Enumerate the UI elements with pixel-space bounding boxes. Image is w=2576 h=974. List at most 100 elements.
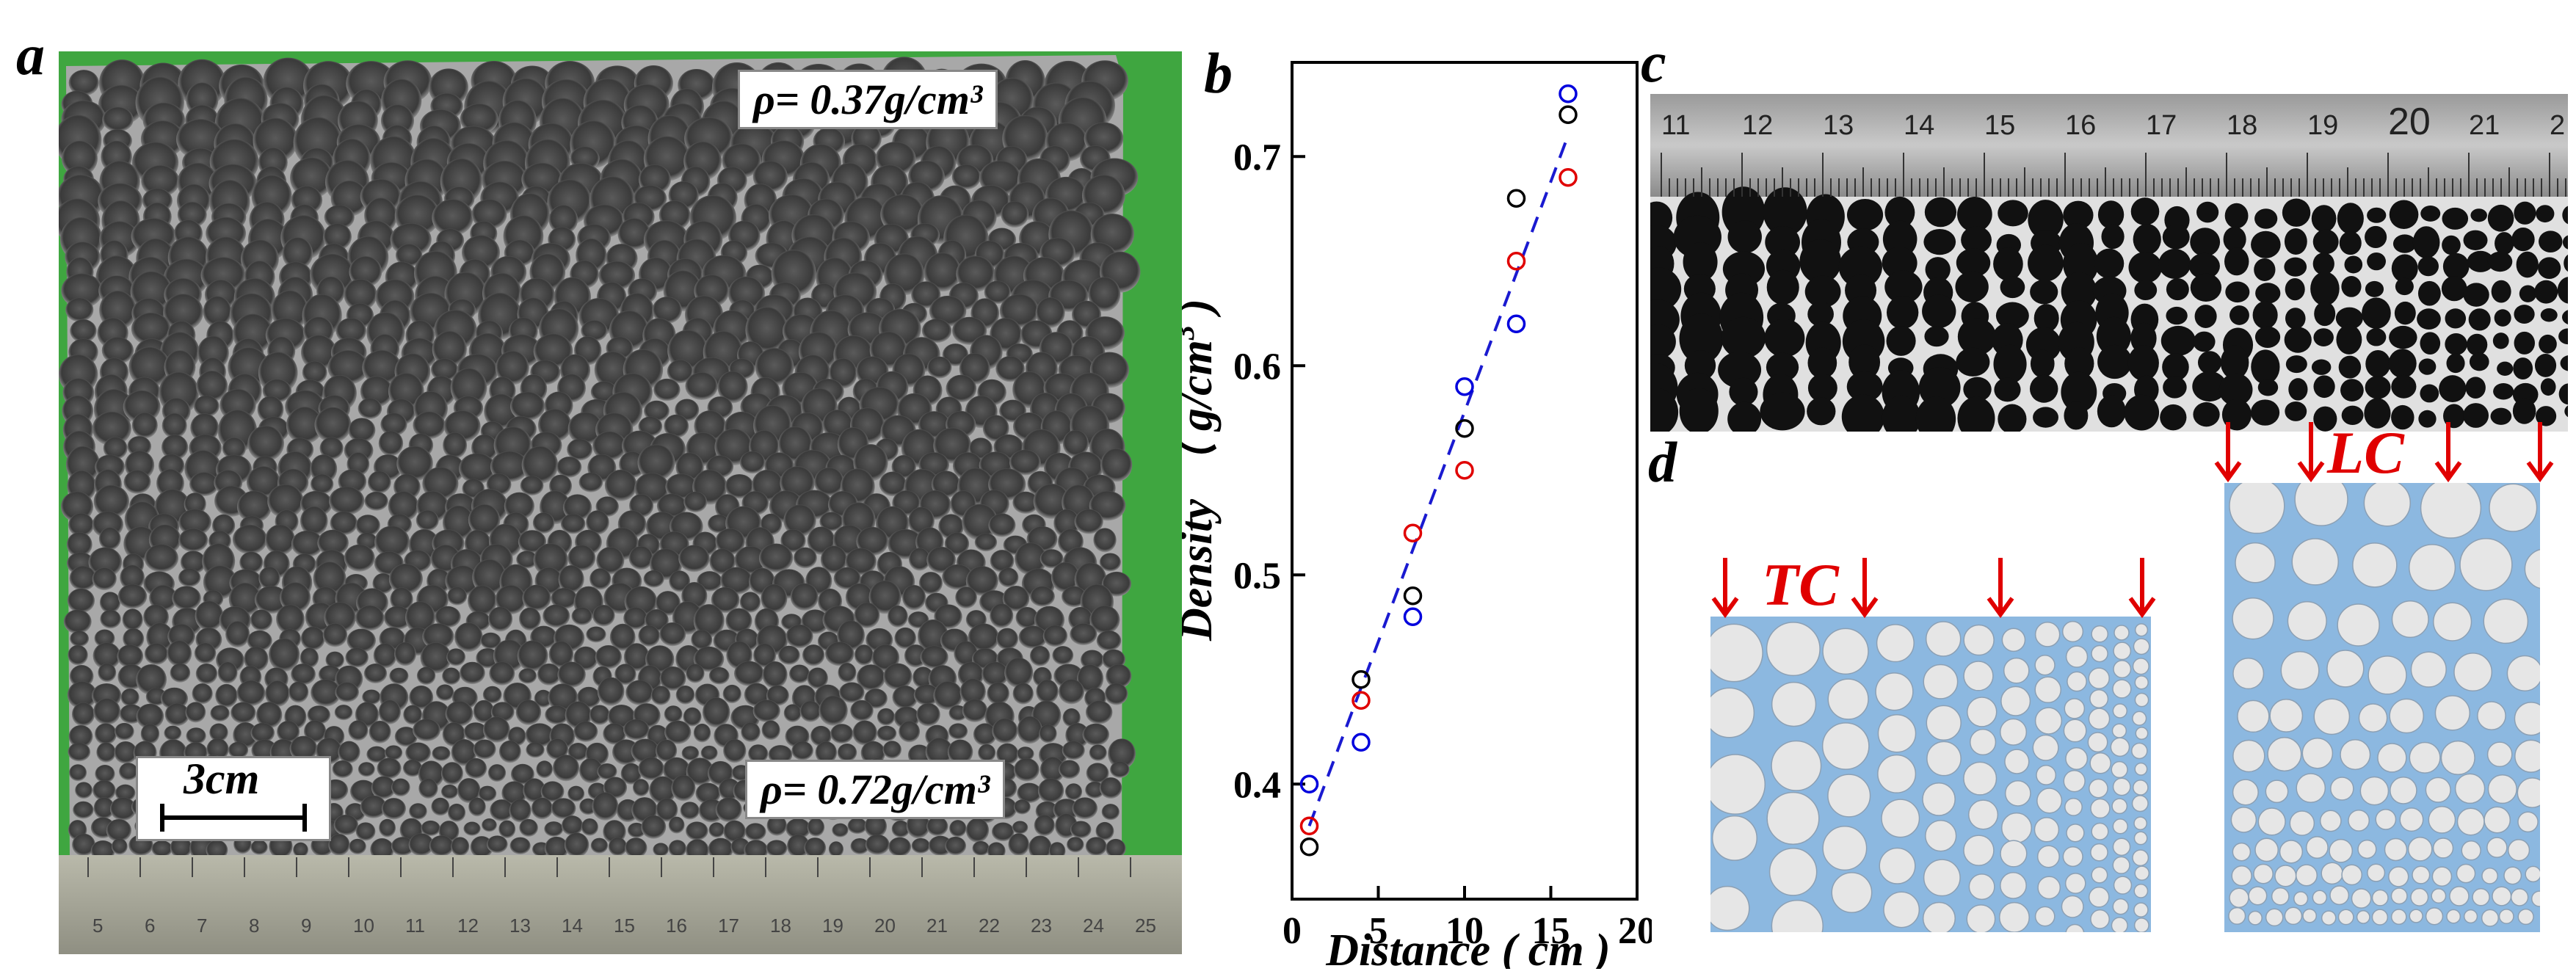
pore	[2511, 227, 2535, 252]
pore	[2313, 406, 2337, 432]
foam-photo: 5 6 7 8 9 10 11 12 13 14 15 16 17 18 19 20 21 22 23 24 25	[59, 51, 1182, 954]
pore	[2255, 283, 2281, 304]
pore	[733, 661, 764, 686]
pore	[300, 506, 328, 537]
pore	[69, 566, 97, 591]
cell	[2132, 658, 2149, 675]
ruler-label: 23	[1031, 915, 1052, 937]
pore	[1089, 744, 1107, 761]
ruler-label: 15	[614, 915, 635, 937]
cell	[1877, 754, 1917, 793]
cell	[1923, 859, 1961, 897]
cell	[2313, 698, 2351, 735]
data-point-s1	[1299, 816, 1319, 835]
pore	[807, 818, 825, 837]
ruler-label: 18	[770, 915, 791, 937]
pore	[786, 818, 811, 840]
cell	[2088, 667, 2110, 689]
pore	[2096, 316, 2131, 356]
pore	[1727, 401, 1762, 432]
pore	[815, 741, 838, 764]
pore	[2535, 406, 2557, 426]
pore	[521, 446, 559, 484]
ruler-label: 9	[301, 915, 311, 937]
pore	[1650, 324, 1676, 360]
pore	[120, 564, 145, 591]
cell	[2237, 699, 2270, 733]
pore	[61, 140, 98, 177]
pore	[877, 708, 896, 726]
cell	[2113, 642, 2132, 661]
x-tick-label: 5	[1369, 910, 1388, 952]
pore	[2254, 208, 2278, 229]
pore	[2442, 207, 2469, 230]
cell	[2090, 843, 2108, 862]
cell	[1926, 705, 1962, 741]
pore	[680, 802, 700, 820]
pore	[799, 700, 821, 722]
pore	[487, 606, 513, 632]
pore	[2029, 374, 2058, 403]
cell	[2111, 798, 2128, 815]
cell	[2524, 548, 2540, 589]
cell	[2089, 778, 2108, 799]
pore	[1807, 374, 1837, 403]
pore	[1106, 838, 1126, 859]
pore	[335, 318, 366, 344]
pore	[1062, 741, 1085, 760]
cell	[2274, 865, 2297, 887]
cell	[2368, 655, 2407, 695]
cell	[2034, 655, 2056, 676]
cell	[2321, 910, 2337, 926]
cell	[2289, 810, 2315, 836]
pore	[567, 785, 585, 802]
pore	[388, 563, 423, 595]
cell	[2113, 876, 2133, 895]
pore	[236, 680, 266, 707]
pore	[101, 337, 134, 365]
cell	[1771, 740, 1822, 791]
pore	[167, 640, 192, 667]
pore	[573, 721, 598, 743]
pore	[693, 723, 711, 743]
pore	[95, 765, 115, 783]
cell	[2440, 740, 2475, 776]
cell	[2034, 906, 2056, 927]
pore	[911, 837, 930, 854]
pore	[972, 840, 990, 856]
pore	[609, 623, 636, 651]
pore	[668, 840, 686, 857]
pore	[1684, 350, 1716, 381]
pore	[68, 512, 94, 537]
pore	[608, 837, 628, 857]
pore	[918, 619, 949, 654]
pore	[289, 681, 309, 703]
pore	[161, 435, 189, 460]
cell	[2301, 738, 2334, 769]
pore	[2395, 277, 2414, 296]
cell	[1922, 901, 1956, 932]
scale-bar-box: 3cm	[136, 755, 331, 841]
pore	[1076, 664, 1104, 694]
pore	[1017, 716, 1042, 744]
pore	[2310, 272, 2340, 306]
pore	[1924, 197, 1957, 228]
pore	[2389, 325, 2417, 349]
pore	[2539, 230, 2563, 253]
pore	[2193, 401, 2220, 427]
cell	[2530, 890, 2540, 907]
cell	[2291, 538, 2340, 586]
pore	[73, 801, 94, 819]
pore	[1085, 837, 1107, 857]
pore	[1993, 344, 2027, 384]
pore	[225, 621, 250, 648]
cell	[2248, 886, 2268, 906]
pore	[68, 724, 93, 749]
pore	[431, 797, 450, 816]
data-point-s0	[1299, 837, 1319, 857]
tc-schematic	[1710, 617, 2151, 932]
pore	[448, 803, 466, 822]
pore	[959, 678, 986, 705]
pore	[1848, 344, 1881, 380]
pore	[1067, 837, 1084, 853]
